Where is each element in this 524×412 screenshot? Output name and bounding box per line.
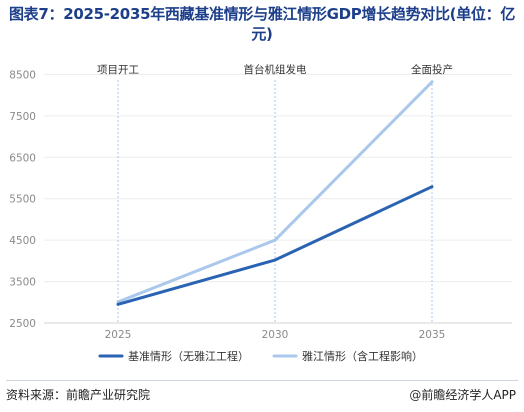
legend: 基准情形（无雅江工程） 雅江情形（含工程影响）	[98, 349, 423, 363]
legend-label: 基准情形（无雅江工程）	[128, 349, 249, 363]
x-tick-label: 2025	[105, 329, 132, 341]
footer-divider	[6, 380, 518, 381]
footer: 资料来源：前瞻产业研究院 @前瞻经济学人APP	[0, 380, 524, 412]
grid-lines	[44, 73, 512, 324]
y-tick-label: 8500	[9, 69, 36, 81]
y-tick-label: 6500	[9, 152, 36, 164]
y-tick-label: 7500	[9, 111, 36, 123]
y-axis-ticks: 2500 3500 4500 5500 6500 7500 8500	[9, 69, 36, 330]
y-tick-label: 3500	[9, 277, 36, 289]
brand-credit: @前瞻经济学人APP	[409, 386, 516, 403]
data-point	[273, 258, 277, 262]
chart-title: 图表7：2025-2035年西藏基准情形与雅江情形GDP增长趋势对比(单位：亿元…	[8, 5, 516, 43]
phase-marker-label: 全面投产	[411, 63, 453, 76]
data-point	[430, 80, 434, 84]
x-axis-ticks: 2025 2030 2035	[105, 329, 446, 341]
y-tick-label: 5500	[9, 194, 36, 206]
x-tick-label: 2030	[262, 329, 289, 341]
brand-name: 前瞻经济学人APP	[421, 388, 516, 402]
data-point	[273, 238, 277, 242]
phase-marker-label: 项目开工	[97, 64, 139, 76]
y-tick-label: 4500	[9, 235, 36, 247]
phase-marker-lines: 项目开工 首台机组发电 全面投产	[97, 63, 453, 323]
line-chart: 项目开工 首台机组发电 全面投产 2500 3500 4500 5500 6500 7500 8…	[9, 63, 512, 363]
series-lines	[116, 80, 434, 306]
x-tick-label: 2035	[419, 329, 446, 341]
legend-label: 雅江情形（含工程影响）	[302, 349, 423, 363]
y-tick-label: 2500	[9, 318, 36, 330]
data-point	[116, 300, 120, 304]
source-note: 资料来源：前瞻产业研究院	[6, 388, 151, 402]
data-point	[430, 185, 434, 188]
phase-marker-label: 首台机组发电	[244, 63, 307, 76]
at-icon: @	[409, 388, 422, 402]
data-point	[116, 303, 120, 306]
